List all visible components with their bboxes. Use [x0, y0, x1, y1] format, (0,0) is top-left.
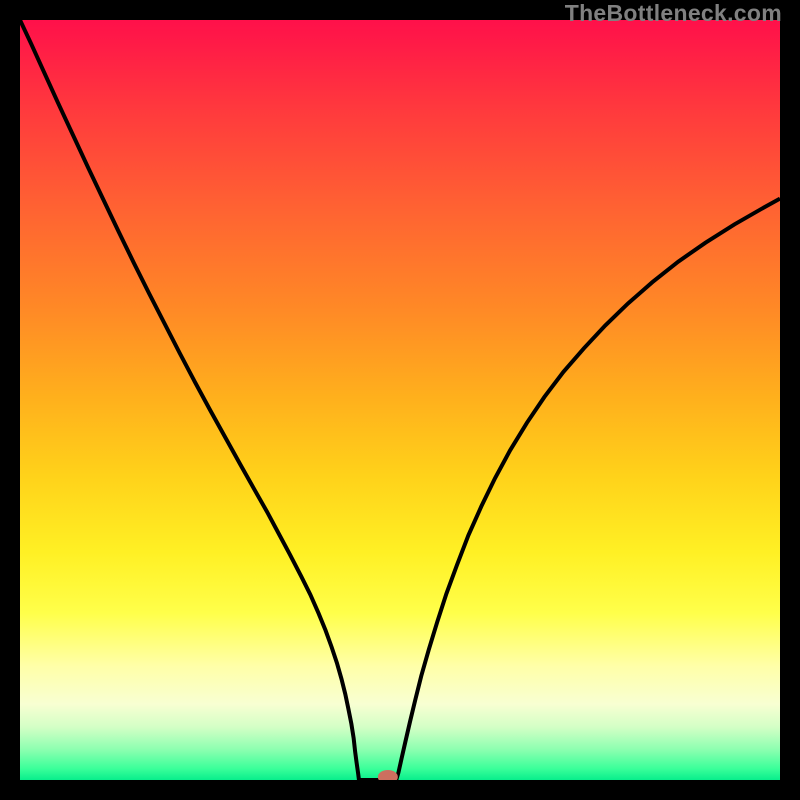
plot-area: [20, 20, 780, 780]
figure-root: { "canvas": { "width": 800, "height": 80…: [0, 0, 800, 800]
plot-background: [20, 20, 780, 780]
watermark-text: TheBottleneck.com: [565, 0, 782, 27]
